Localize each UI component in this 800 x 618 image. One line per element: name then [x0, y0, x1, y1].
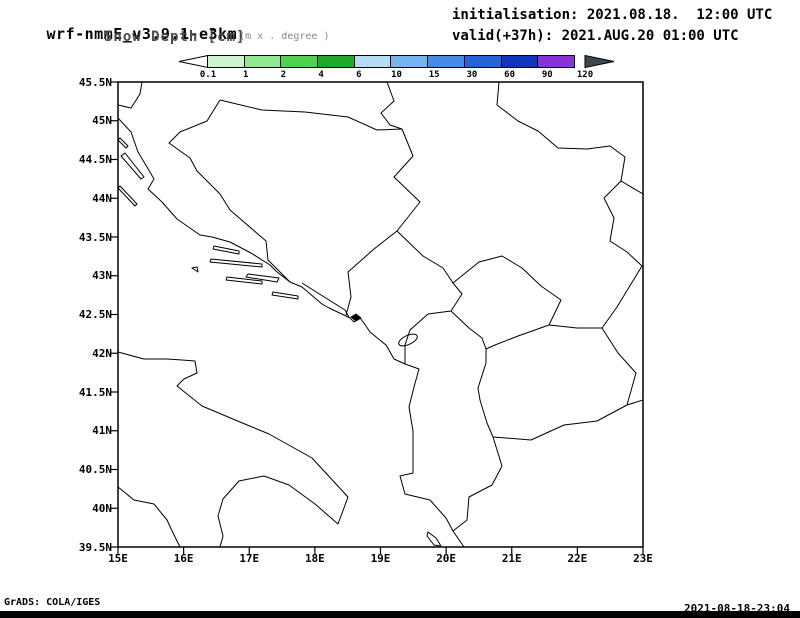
grads-credit: GrADS: COLA/IGES: [4, 597, 101, 608]
y-tick-label: 44.5N: [78, 153, 112, 166]
colorbar-tick-label: 90: [541, 70, 553, 80]
y-tick-label: 42.5N: [78, 308, 112, 321]
x-tick-label: 16E: [173, 552, 194, 565]
colorbar-tick-label: 2: [280, 70, 287, 80]
y-tick-label: 44N: [92, 191, 112, 205]
adriatic-islands: [118, 137, 299, 300]
country-borders: [118, 82, 643, 532]
colorbar: [207, 55, 575, 68]
coastline-italy-adriatic: [118, 351, 349, 547]
colorbar-tick-label: 120: [576, 70, 594, 80]
y-tick-label: 41.5N: [78, 385, 112, 399]
y-tick-label: 42N: [92, 346, 112, 360]
x-tick-label: 20E: [436, 552, 457, 565]
y-tick-label: 45.5N: [78, 75, 112, 89]
model-units: (m x . degree ): [239, 31, 330, 42]
y-tick-label: 45N: [92, 114, 112, 128]
colorbar-tick-label: 10: [391, 70, 402, 80]
coastline-east-adriatic: [118, 117, 465, 547]
y-tick-label: 40.5N: [78, 463, 112, 476]
x-tick-label: 23E: [633, 552, 653, 565]
colorbar-tick-label: 4: [318, 70, 324, 80]
bay-of-kotor: [350, 313, 362, 322]
colorbar-tick-label: 30: [466, 70, 478, 80]
colorbar-tick-label: 60: [504, 70, 516, 80]
colorbar-tick-label: 6: [356, 70, 362, 80]
x-tick-label: 21E: [501, 552, 522, 565]
axis-ticks: [110, 81, 644, 554]
model-name: wrf-nmmE_v3.9.1-e3km: [46, 25, 238, 43]
x-tick-label: 19E: [370, 552, 391, 565]
y-tick-label: 41N: [92, 424, 112, 438]
x-tick-label: 22E: [567, 552, 588, 565]
valid-time: valid(+37h): 2021.AUG.20 01:00 UTC: [452, 28, 739, 44]
y-tick-label: 39.5N: [78, 540, 112, 554]
colorbar-tick-label: 1: [242, 70, 249, 80]
colorbar-segment: [537, 55, 575, 68]
colorbar-right-arrow-icon: [584, 55, 615, 68]
bottom-bar: [0, 611, 800, 618]
map-frame: [117, 81, 644, 548]
y-tick-label: 43.5N: [78, 230, 112, 244]
colorbar-tick-label: 0.1: [199, 70, 217, 80]
island-corfu: [426, 531, 442, 547]
variable-title: Snow Depth [cm]: [104, 29, 246, 45]
y-tick-label: 40N: [92, 501, 112, 515]
colorbar-tick-label: 15: [428, 70, 440, 80]
lake-skadar: [398, 333, 418, 347]
coastline-italy-tyrrhenian: [118, 486, 181, 547]
initialisation-time: initialisation: 2021.08.18. 12:00 UTC: [452, 7, 773, 23]
x-tick-label: 17E: [239, 552, 260, 565]
geography-layer: [118, 82, 643, 547]
x-tick-label: 18E: [304, 552, 325, 565]
y-tick-label: 43N: [92, 269, 112, 283]
header-left: wrf-nmmE_v3.9.1-e3km (m x . degree ): [8, 5, 330, 62]
x-tick-label: 15E: [108, 552, 128, 565]
